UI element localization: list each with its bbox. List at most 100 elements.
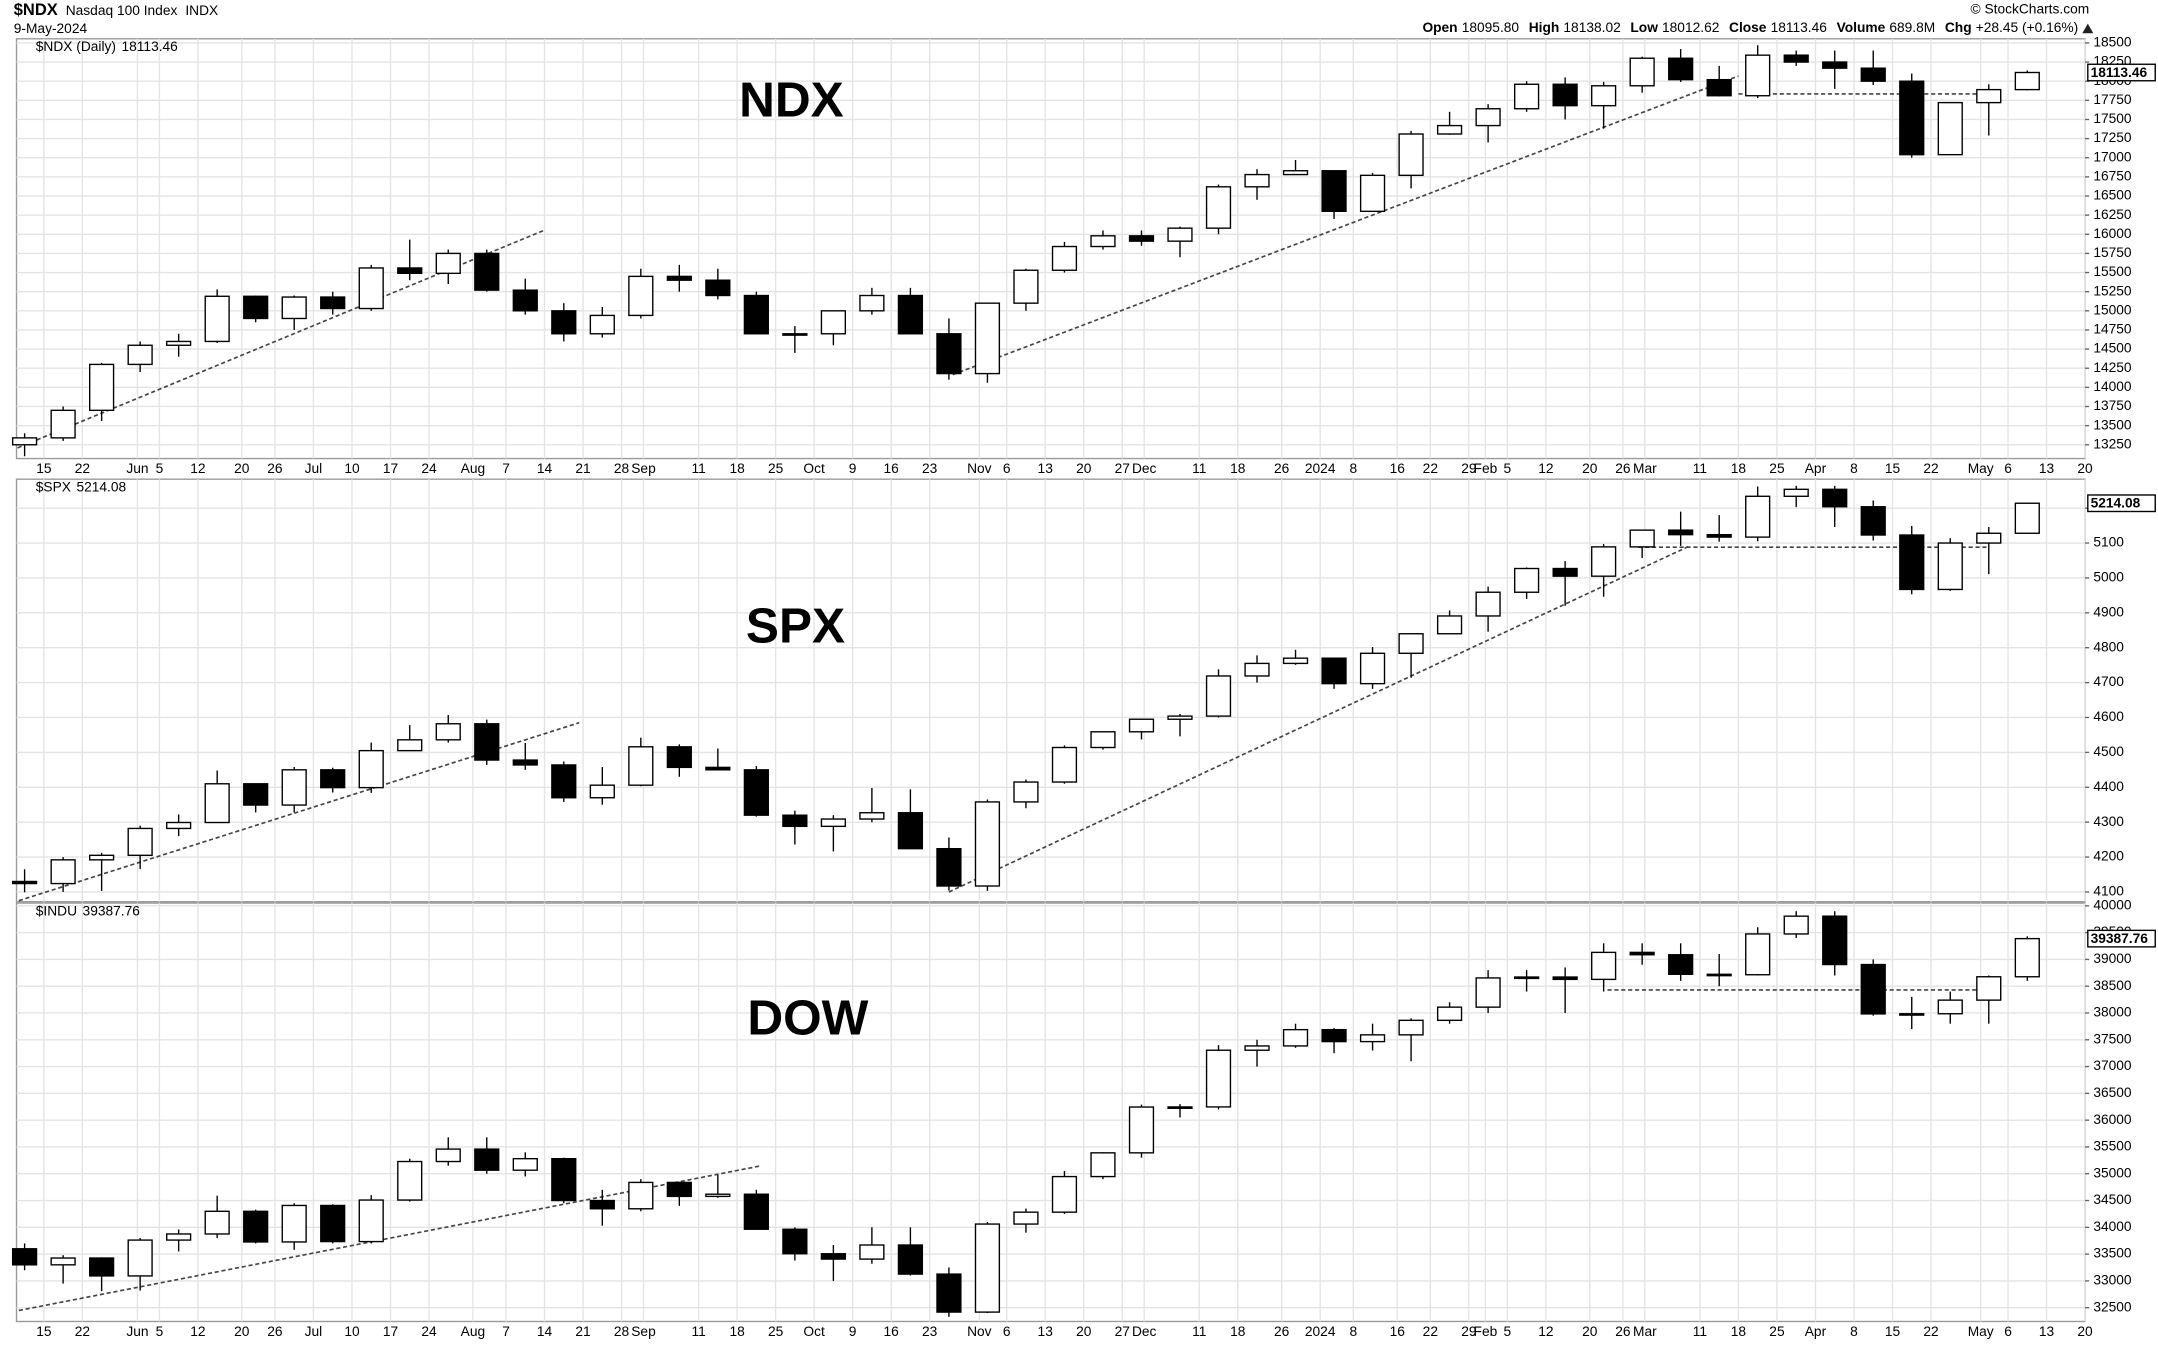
x-tick-label: 14 (537, 461, 553, 476)
candle-body (281, 769, 307, 806)
y-tick-label: 4100 (2093, 884, 2124, 899)
y-tick-label: 38000 (2093, 1005, 2132, 1020)
y-tick-label: 16500 (2093, 188, 2132, 203)
candle-body (1745, 54, 1771, 97)
panel-legend: $INDU 39387.76 (36, 903, 140, 918)
candle-body (551, 310, 577, 335)
quote-value: 18012.62 (1662, 19, 1719, 34)
trend-line (948, 545, 1689, 893)
y-tick-label: 36500 (2093, 1085, 2132, 1100)
candle-body (1167, 227, 1193, 242)
candle-body (1668, 529, 1694, 536)
candle-body (936, 333, 962, 375)
panel-frame (15, 902, 2086, 1323)
candle-body (1244, 1045, 1270, 1051)
candle-body (2014, 502, 2040, 534)
x-tick-label: 6 (2004, 461, 2012, 476)
x-tick-label: 2024 (1305, 461, 1336, 476)
y-tick-label: 34000 (2093, 1219, 2132, 1234)
x-tick-label: 20 (2077, 1324, 2093, 1339)
y-tick-label: 17250 (2093, 130, 2132, 145)
candle-body (859, 812, 885, 820)
x-tick-label: 11 (1693, 1324, 1707, 1339)
y-tick-label: 16250 (2093, 207, 2132, 222)
candle-body (743, 294, 769, 335)
candle-body (1937, 999, 1963, 1015)
x-tick-label: 11 (1192, 1324, 1206, 1339)
x-tick-label: 10 (344, 461, 360, 476)
legend-value: 5214.08 (76, 479, 126, 494)
candle-body (1436, 1006, 1463, 1022)
x-tick-label: Apr (1805, 1324, 1827, 1339)
candle-body (1321, 170, 1347, 213)
x-tick-label: 17 (383, 461, 398, 476)
x-tick-label: 15 (1885, 461, 1901, 476)
x-tick-label: 26 (267, 1324, 283, 1339)
quote-label: Low (1630, 19, 1658, 34)
candle-body (782, 814, 808, 828)
candle-body (1899, 80, 1925, 156)
y-tick-label: 16750 (2093, 169, 2132, 184)
y-tick-label: 40000 (2093, 897, 2132, 912)
candle-body (1359, 174, 1386, 213)
candle-body (1205, 1049, 1232, 1108)
candle-body (1013, 781, 1039, 803)
candle-body (1783, 54, 1809, 63)
candle-body (974, 801, 1001, 887)
y-tick-label: 13250 (2093, 436, 2132, 451)
candle-body (1436, 124, 1463, 135)
x-tick-label: 13 (1038, 461, 1054, 476)
x-tick-label: 28 (614, 1324, 630, 1339)
x-tick-label: 24 (421, 461, 437, 476)
candle-body (166, 340, 192, 346)
x-tick-label: Sep (631, 1324, 656, 1339)
x-tick-label: 23 (922, 461, 938, 476)
x-tick-label: Aug (461, 1324, 485, 1339)
candle-body (1976, 976, 2002, 1001)
candle-body (11, 1248, 38, 1266)
x-tick-label: 28 (614, 461, 630, 476)
candle-body (127, 344, 153, 366)
candle-body (127, 827, 153, 856)
candle-body (1822, 488, 1848, 508)
x-tick-label: 20 (234, 461, 250, 476)
candle-body (127, 1239, 153, 1277)
up-arrow (2082, 23, 2094, 34)
candle-body (204, 1210, 230, 1235)
candle-body (1475, 108, 1501, 127)
x-tick-label: 23 (922, 1324, 938, 1339)
x-tick-label: 12 (1538, 1324, 1553, 1339)
x-tick-label: 18 (729, 461, 745, 476)
candle-body (1513, 567, 1540, 593)
x-tick-label: 14 (537, 1324, 553, 1339)
candle-body (204, 783, 230, 824)
panel-title: DOW (747, 991, 868, 1046)
candle-body (1282, 657, 1309, 665)
candle-body (782, 1228, 808, 1255)
panel-frame (15, 38, 2086, 460)
x-tick-label: 22 (1423, 1324, 1438, 1339)
x-tick-label: 26 (1274, 461, 1290, 476)
x-tick-label: 8 (1349, 461, 1357, 476)
candle-body (1976, 532, 2002, 544)
x-tick-label: 11 (1693, 461, 1707, 476)
exchange: INDX (185, 3, 218, 18)
x-tick-label: 22 (75, 1324, 90, 1339)
x-tick-label: 18 (1230, 1324, 1246, 1339)
x-tick-label: 25 (1769, 1324, 1785, 1339)
y-tick-label: 33000 (2093, 1273, 2132, 1288)
candle-body (1167, 1106, 1193, 1109)
candle-body (936, 1273, 962, 1313)
x-tick-label: 26 (1615, 1324, 1631, 1339)
candle-body (474, 723, 500, 761)
candle-body (1706, 78, 1732, 97)
candle-body (1629, 57, 1655, 87)
candle-body (243, 783, 269, 806)
y-tick-label: 4500 (2093, 744, 2124, 759)
candle-body (1668, 57, 1694, 81)
candle-body (820, 310, 847, 335)
y-tick-label: 16000 (2093, 226, 2132, 241)
x-tick-label: 29 (1461, 1324, 1476, 1339)
x-tick-label: 26 (1615, 461, 1631, 476)
candle-body (512, 289, 538, 312)
